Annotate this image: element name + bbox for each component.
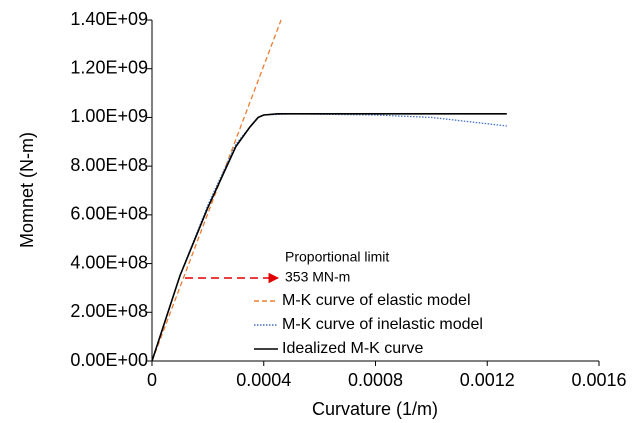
x-tick-label: 0.0012 bbox=[460, 370, 515, 390]
annotation: 353 MN-m bbox=[285, 269, 350, 285]
legend-label: M-K curve of inelastic model bbox=[282, 316, 483, 333]
y-tick-label: 6.00E+08 bbox=[70, 204, 148, 224]
y-tick-label: 0.00E+00 bbox=[70, 350, 148, 370]
y-tick-label: 1.00E+09 bbox=[70, 106, 148, 126]
x-tick-label: 0.0008 bbox=[348, 370, 403, 390]
y-tick-label: 1.40E+09 bbox=[70, 9, 148, 29]
data-line bbox=[151, 19, 282, 362]
data-line bbox=[151, 112, 507, 362]
y-axis-label: Momnet (N-m) bbox=[17, 132, 37, 248]
y-tick-label: 2.00E+08 bbox=[70, 301, 148, 321]
x-tick-label: 0.0016 bbox=[571, 370, 626, 390]
x-axis-label: Curvature (1/m) bbox=[312, 399, 438, 419]
y-tick-label: 4.00E+08 bbox=[70, 252, 148, 272]
y-tick-label: 1.20E+09 bbox=[70, 57, 148, 77]
x-tick-label: 0 bbox=[147, 370, 157, 390]
x-tick-label: 0.0004 bbox=[236, 370, 291, 390]
annotation: Proportional limit bbox=[285, 249, 389, 265]
legend-label: M-K curve of elastic model bbox=[282, 292, 471, 309]
y-tick-label: 8.00E+08 bbox=[70, 155, 148, 175]
legend-label: Idealized M-K curve bbox=[282, 340, 423, 357]
